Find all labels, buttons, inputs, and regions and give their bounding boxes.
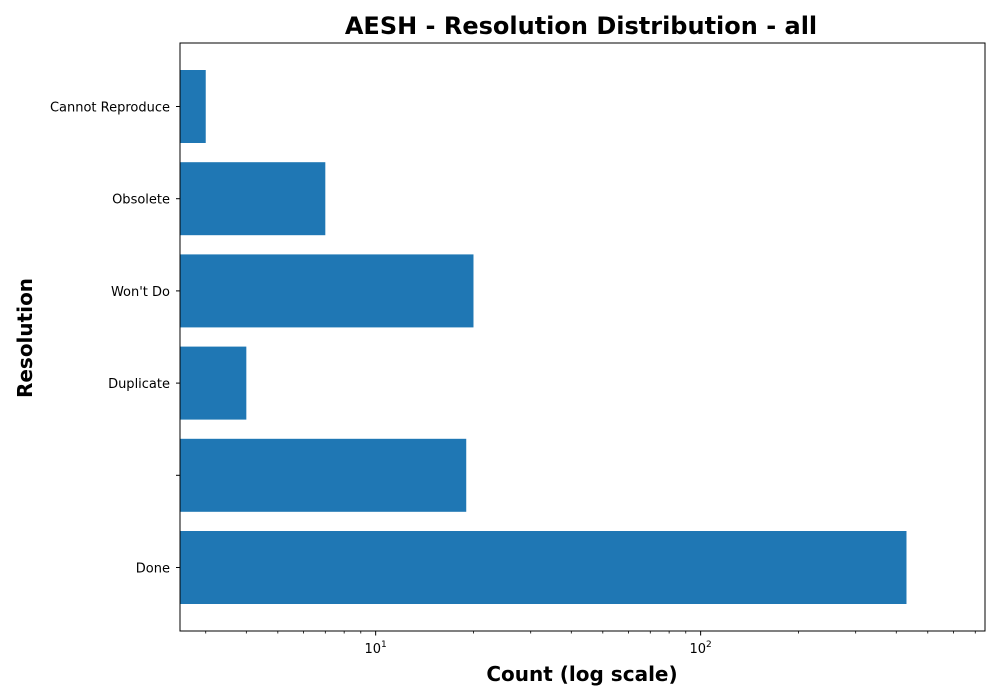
bar [180, 438, 467, 512]
x-axis-label: Count (log scale) [486, 662, 677, 686]
x-axis-ticks: 101 102 [205, 631, 976, 657]
y-tick-label: Won't Do [111, 285, 170, 300]
x-tick-base: 10 [689, 642, 706, 657]
x-tick-label: 102 [689, 640, 711, 657]
y-tick-label: Done [136, 562, 170, 577]
bar [180, 162, 326, 236]
x-tick-base: 10 [365, 642, 382, 657]
y-tick-label: Cannot Reproduce [50, 101, 170, 116]
y-tick-label: Duplicate [108, 377, 170, 392]
y-tick-label: Obsolete [112, 193, 170, 208]
x-tick-label: 101 [365, 640, 387, 657]
y-axis-label: Resolution [13, 278, 37, 398]
bars-group [180, 70, 907, 604]
bar [180, 346, 247, 420]
chart-title: AESH - Resolution Distribution - all [345, 12, 817, 40]
x-tick-exponent: 1 [381, 640, 387, 650]
bar [180, 531, 907, 604]
x-tick-exponent: 2 [706, 640, 712, 650]
plot-frame [179, 42, 986, 632]
bar [180, 70, 206, 143]
y-axis-ticks: Done Duplicate Won't Do Obsolete Cannot Repr… [50, 101, 180, 577]
bar [180, 254, 474, 328]
